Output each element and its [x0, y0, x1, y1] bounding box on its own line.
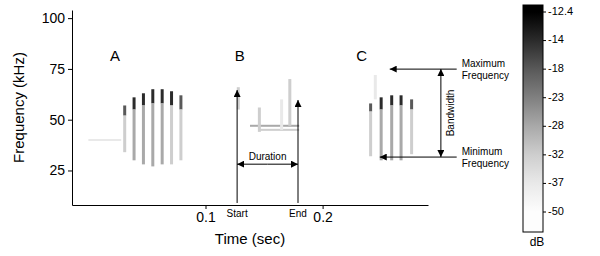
annotation-label: MaximumFrequency — [462, 58, 509, 81]
colorbar-tick-label: -37 — [548, 176, 564, 188]
y-tick-mark — [68, 69, 72, 70]
colorbar-tick-label: -50 — [548, 205, 564, 217]
y-tick-label: 50 — [49, 112, 65, 128]
pulse — [151, 89, 154, 103]
annotation-label: C — [356, 47, 367, 64]
colorbar: -12.4 -14 -18 -23 -28 -32 -37 -50 dB — [523, 5, 573, 249]
arrow — [298, 100, 299, 203]
pulse — [390, 95, 393, 105]
annotation-label: MinimumFrequency — [462, 146, 509, 169]
pulse — [280, 99, 283, 129]
x-axis-line — [73, 205, 429, 206]
pulse — [380, 97, 383, 109]
colorbar-tick-label: -12.4 — [548, 5, 573, 17]
arrow — [440, 113, 441, 157]
colorbar-title: dB — [530, 235, 545, 249]
arrow — [237, 164, 267, 165]
band — [250, 125, 299, 127]
x-axis: 0.1 0.2 — [73, 205, 429, 225]
band — [258, 129, 299, 131]
pulse — [374, 75, 377, 99]
pulse — [288, 79, 291, 126]
pulse — [133, 110, 136, 161]
x-tick-label: 0.1 — [196, 209, 216, 225]
pulse — [161, 103, 164, 164]
pulse — [380, 110, 383, 161]
pulse — [179, 110, 182, 161]
colorbar-tick — [543, 40, 546, 41]
pulse — [170, 105, 173, 164]
chart: 0.1 0.2 25 50 75 100 Time (sec) Frequency (kHz)… — [0, 0, 600, 256]
colorbar-tick-label: -14 — [548, 33, 564, 45]
annotation-label: Start — [227, 208, 248, 219]
annotations: A B C Start End Duration MaximumFrequency Minim… — [110, 47, 509, 219]
colorbar-tick-label: -28 — [548, 119, 564, 131]
pulse — [400, 95, 403, 105]
arrow — [390, 69, 457, 70]
pulse — [410, 99, 413, 109]
annotation-label: B — [235, 47, 245, 64]
band — [88, 139, 121, 141]
arrow — [268, 164, 298, 165]
y-axis-line — [72, 11, 73, 206]
y-tick-mark — [68, 170, 72, 171]
pulse — [142, 105, 145, 164]
colorbar-tick-label: -18 — [548, 62, 564, 74]
colorbar-tick — [543, 97, 546, 98]
plot-area — [88, 75, 413, 166]
arrow — [440, 69, 441, 113]
colorbar-tick — [543, 212, 546, 213]
y-tick-label: 100 — [42, 10, 66, 26]
x-axis-title: Time (sec) — [215, 230, 285, 247]
y-tick-mark — [68, 120, 72, 121]
colorbar-tick-label: -32 — [548, 148, 564, 160]
x-tick-label: 0.2 — [313, 209, 333, 225]
y-tick-label: 25 — [49, 162, 65, 178]
pulse — [369, 112, 372, 157]
pulse — [258, 108, 261, 132]
arrow — [237, 90, 238, 203]
y-tick-mark — [68, 18, 72, 19]
annotation-label: Bandwidth — [445, 90, 456, 137]
colorbar-tick-label: -23 — [548, 91, 564, 103]
pulse — [123, 105, 126, 115]
y-tick: 25 — [49, 162, 72, 178]
y-axis-title: Frequency (kHz) — [10, 52, 27, 163]
pulse — [400, 105, 403, 160]
arrow — [380, 157, 457, 158]
annotation-label: End — [289, 208, 307, 219]
pulse — [151, 103, 154, 166]
x-tick: 0.2 — [313, 205, 333, 225]
y-tick: 75 — [49, 61, 72, 77]
annotation-label: Duration — [249, 151, 287, 162]
pulse — [369, 103, 372, 111]
colorbar-tick — [543, 183, 546, 184]
colorbar-tick — [543, 154, 546, 155]
pulse — [161, 89, 164, 103]
pulse — [390, 105, 393, 160]
y-tick: 100 — [42, 10, 72, 26]
colorbar-scale — [523, 5, 543, 232]
pulse — [123, 116, 126, 153]
y-tick: 50 — [49, 112, 72, 128]
pulse — [142, 93, 145, 105]
pulse — [133, 97, 136, 109]
y-tick-label: 75 — [49, 61, 65, 77]
pulse — [170, 91, 173, 105]
pulse — [179, 95, 182, 109]
x-tick: 0.1 — [196, 205, 216, 225]
y-axis: 25 50 75 100 — [42, 10, 73, 205]
pulse — [410, 110, 413, 155]
colorbar-tick — [543, 69, 546, 70]
colorbar-tick — [543, 126, 546, 127]
annotation-label: A — [110, 47, 120, 64]
colorbar-tick — [543, 12, 546, 13]
